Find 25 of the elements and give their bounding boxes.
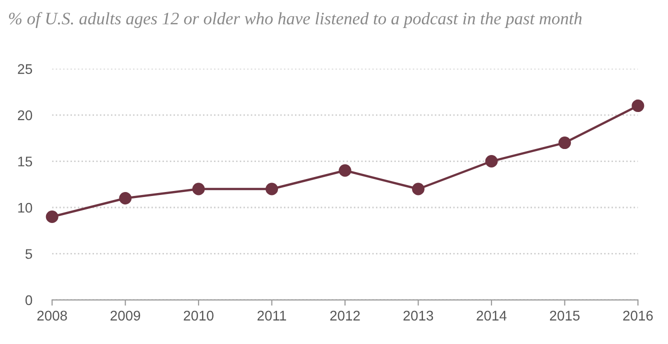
- point: [632, 100, 644, 112]
- y-tick-label: 5: [25, 249, 32, 259]
- y-tick-label: 0: [25, 295, 32, 306]
- x-tick-label: 2014: [476, 310, 507, 321]
- point: [266, 182, 278, 196]
- x-tick-label: 2008: [37, 310, 67, 321]
- x-tick-label: 2011: [258, 310, 286, 321]
- chart-title: % of U.S. adults ages 12 or older who have listened to a podcast in the past month: [9, 12, 582, 28]
- point: [485, 155, 498, 168]
- x-tick-label: 2009: [110, 310, 140, 321]
- y-tick-label: 15: [18, 156, 32, 166]
- y-tick-label: 20: [18, 110, 32, 120]
- y-tick-label: 25: [18, 64, 32, 74]
- point: [46, 210, 58, 223]
- x-tick-label: 2010: [184, 310, 214, 321]
- x-tick-label: 2013: [404, 310, 434, 321]
- x-tick-label: 2016: [623, 310, 653, 321]
- y-tick-label: 10: [18, 202, 32, 213]
- point: [119, 192, 132, 205]
- x-tick-label: 2015: [550, 310, 580, 321]
- point: [412, 182, 424, 196]
- point: [338, 164, 352, 177]
- point: [558, 136, 571, 150]
- point: [192, 182, 205, 196]
- x-tick-label: 2012: [330, 310, 360, 321]
